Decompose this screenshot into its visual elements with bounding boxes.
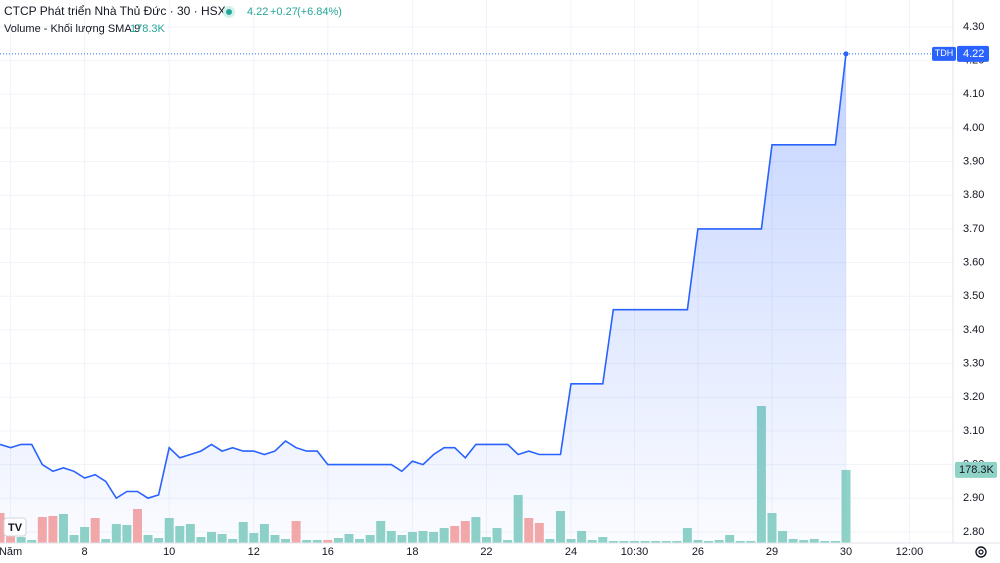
last-price: 4.22 — [247, 6, 268, 18]
y-tick-label: 4.00 — [963, 122, 984, 134]
x-tick-label: 10 — [163, 546, 175, 558]
symbol-badge — [932, 46, 956, 61]
x-tick-label: 18 — [406, 546, 418, 558]
y-tick-label: 3.80 — [963, 189, 984, 201]
y-tick-label: 4.30 — [963, 21, 984, 33]
volume-legend: Volume - Khối lượng SMA 9 — [4, 23, 140, 35]
x-tick-label: 24 — [565, 546, 577, 558]
x-tick-label: Năm — [0, 546, 22, 558]
change-percent: (+6.84%) — [297, 6, 342, 18]
x-tick-label: 10:30 — [621, 546, 649, 558]
change: +0.27 — [270, 6, 298, 18]
y-tick-label: 2.90 — [963, 492, 984, 504]
y-tick-label: 3.30 — [963, 357, 984, 369]
x-tick-label: 8 — [82, 546, 88, 558]
last-point — [843, 51, 849, 57]
axes: 2.802.903.003.103.203.303.403.503.603.70… — [0, 21, 997, 558]
svg-text:TV: TV — [8, 522, 23, 534]
tv-logo: TV — [3, 517, 27, 537]
y-tick-label: 3.10 — [963, 425, 984, 437]
x-tick-label: 30 — [840, 546, 852, 558]
volume-badge-label: 178.3K — [959, 464, 995, 476]
y-tick-label: 4.10 — [963, 88, 984, 100]
y-tick-label: 2.80 — [963, 526, 984, 538]
x-tick-label: 12:00 — [896, 546, 924, 558]
x-tick-label: 29 — [766, 546, 778, 558]
price-line — [0, 53, 847, 500]
x-tick-label: 22 — [480, 546, 492, 558]
symbol-label: TDH — [935, 48, 954, 58]
price-badge — [957, 45, 989, 62]
x-tick-label: 16 — [322, 546, 334, 558]
y-tick-label: 3.70 — [963, 223, 984, 235]
x-tick-label: 26 — [692, 546, 704, 558]
price-badge-label: 4.22 — [963, 48, 984, 60]
settings-icon[interactable] — [975, 546, 987, 558]
volume-value: 178.3K — [130, 23, 166, 35]
y-tick-label: 3.90 — [963, 155, 984, 167]
y-tick-label: 3.40 — [963, 324, 984, 336]
status-dot — [226, 9, 232, 15]
x-tick-label: 12 — [248, 546, 260, 558]
price-line — [0, 51, 953, 544]
chart-title: CTCP Phát triển Nhà Thủ Đức · 30 · HSX — [4, 4, 226, 18]
price-area — [0, 53, 846, 544]
y-tick-label: 3.60 — [963, 256, 984, 268]
y-tick-label: 3.50 — [963, 290, 984, 302]
y-tick-label: 3.20 — [963, 391, 984, 403]
volume-badge — [955, 461, 997, 478]
